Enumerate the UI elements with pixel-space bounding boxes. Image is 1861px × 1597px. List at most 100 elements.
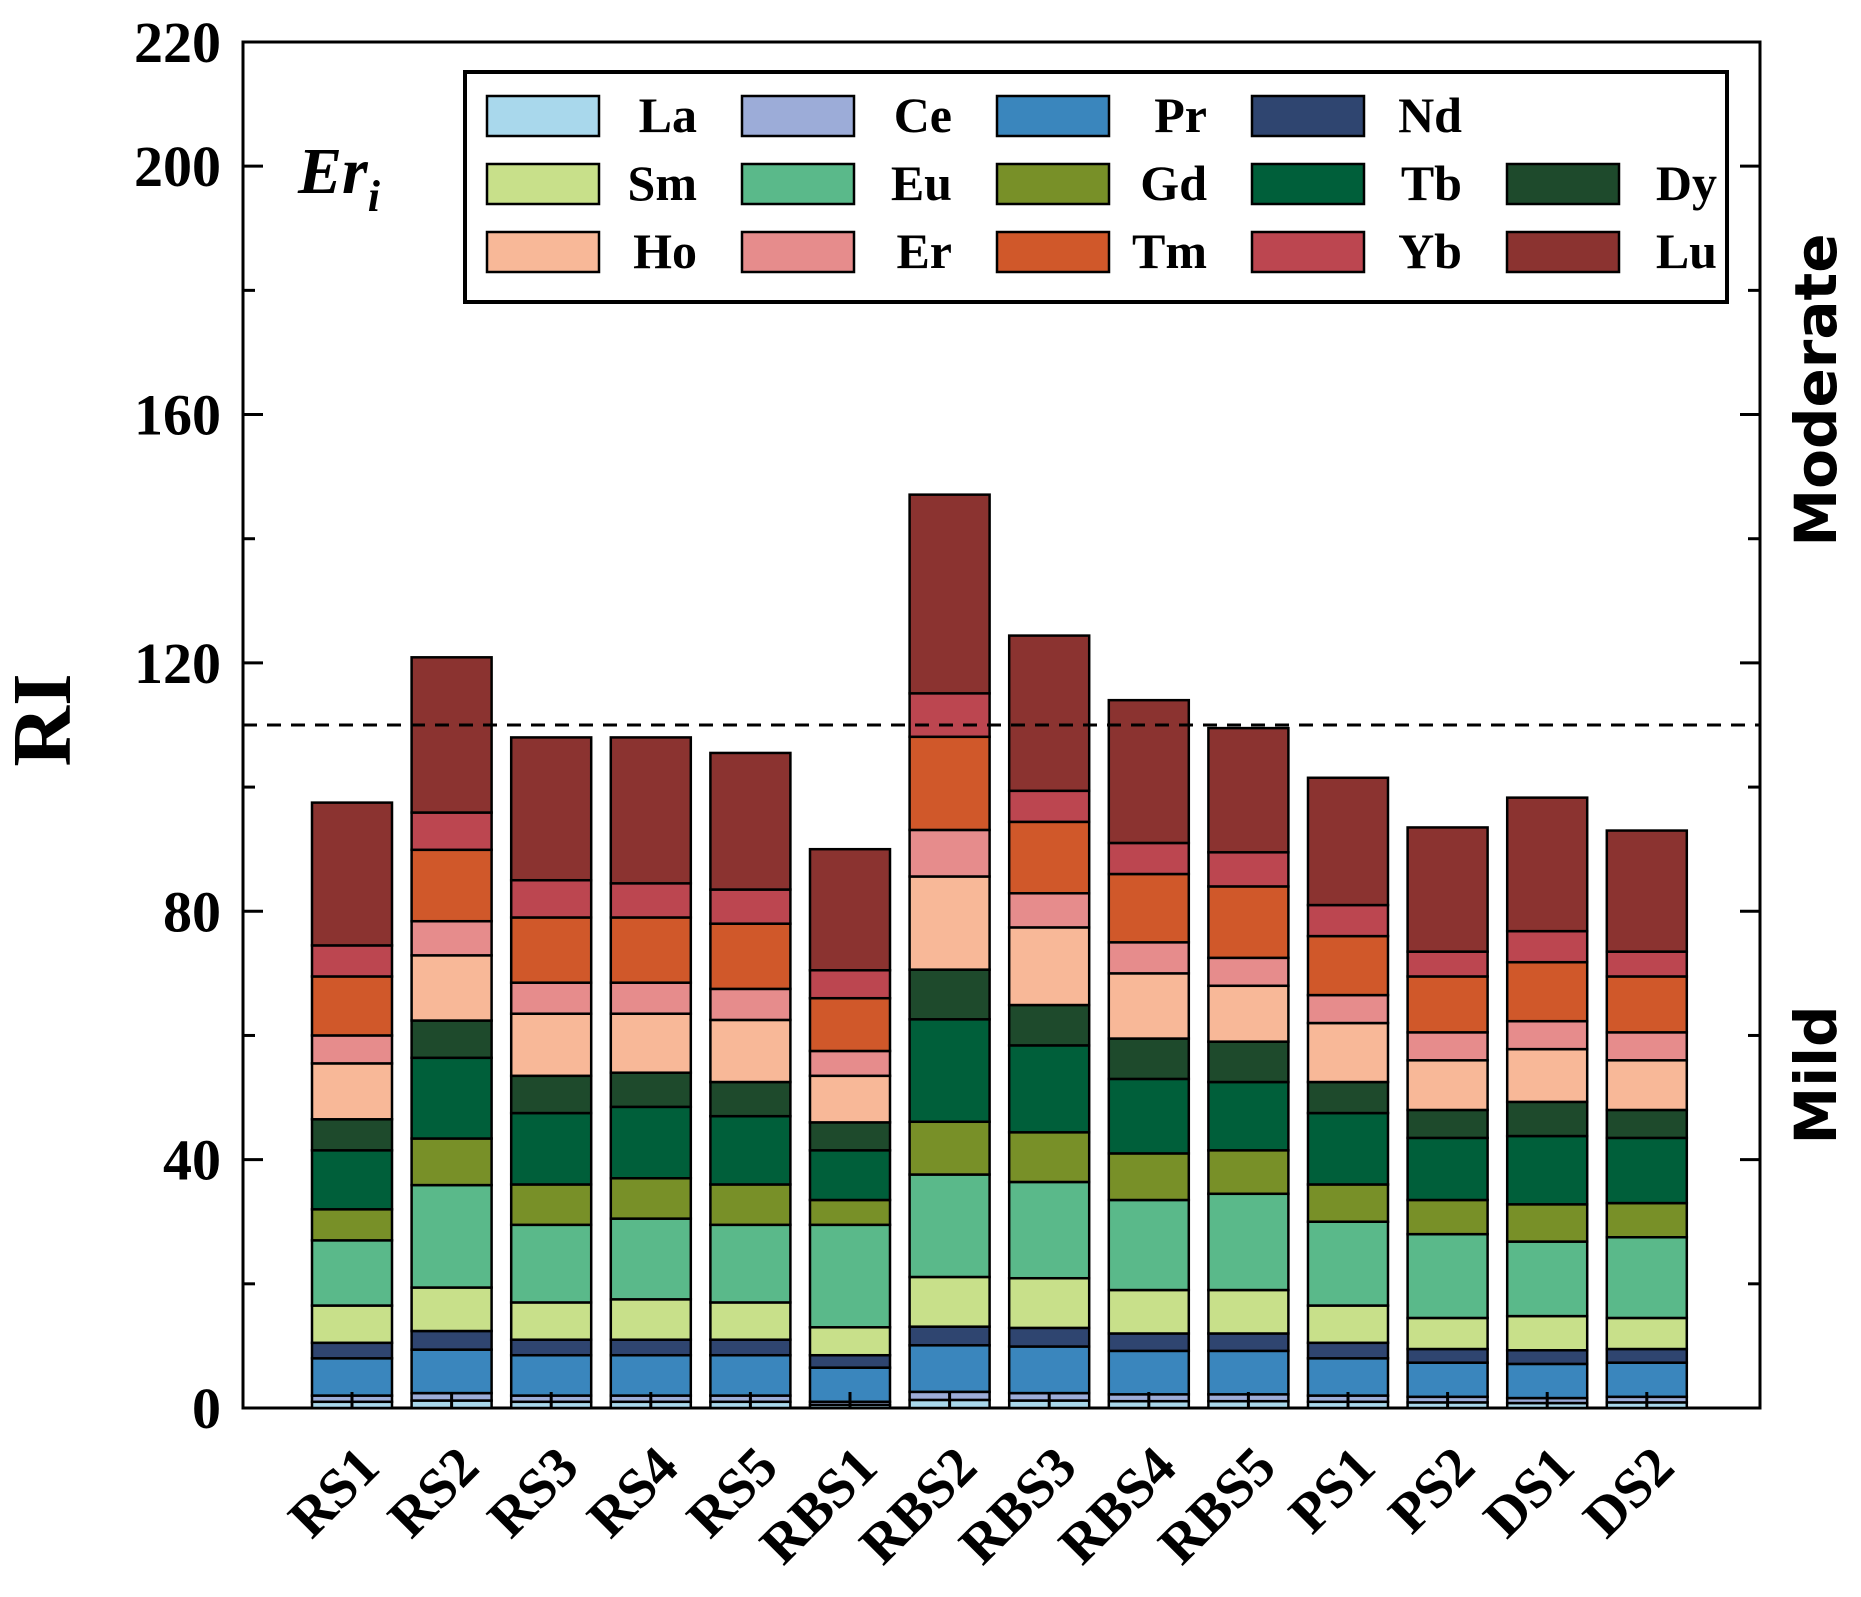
bar-segment-pr [1207,1349,1290,1396]
bar-segment-pr [310,1357,394,1397]
region-label-moderate: Moderate [1782,233,1850,546]
bar-rbs1 [808,847,892,1410]
bar-segment-tm [908,735,991,832]
bar-segment-lu [609,736,693,885]
legend-label: La [639,87,697,143]
bar-segment-nd [1605,1347,1689,1364]
panel-label-subscript: i [368,172,381,221]
legend-entry-tb: Tb [1250,155,1462,211]
bar-segment-eu [609,1217,693,1301]
legend-swatch [740,94,856,138]
legend-swatch [485,162,601,206]
bar-segment-dy [908,968,991,1021]
legend-swatch [485,230,601,274]
legend-swatch [1250,162,1366,206]
bar-segment-nd [1007,1326,1091,1348]
bar-segment-tm [808,996,892,1053]
bar-segment-ho [709,1018,792,1084]
bar-segment-er [808,1049,892,1078]
bar-segment-pr [1306,1357,1390,1397]
bar-segment-lu [908,493,991,695]
bar-segment-sm [1306,1304,1390,1345]
bar-segment-eu [1406,1232,1489,1320]
bar-ps2 [1406,826,1489,1410]
bar-segment-gd [1306,1183,1390,1223]
legend-label: Lu [1656,223,1717,279]
bar-segment-ho [310,1062,394,1121]
bar-segment-nd [908,1325,991,1347]
bar-segment-ho [1207,984,1290,1043]
bar-rs1 [310,801,394,1410]
bar-segment-er [1406,1031,1489,1062]
bar-rs2 [410,656,493,1410]
bar-segment-yb [808,969,892,1000]
bar-segment-gd [1406,1198,1489,1236]
region-label-mild: Mild [1782,1006,1850,1145]
bar-segment-eu [1605,1236,1689,1320]
legend-swatch [995,230,1111,274]
bar-segment-er [1007,892,1091,929]
bar-segment-tb [1107,1077,1191,1155]
bar-segment-eu [709,1223,792,1304]
bar-segment-dy [609,1071,693,1109]
legend-swatch [1505,162,1621,206]
bar-rbs5 [1207,726,1290,1410]
bar-segment-gd [1505,1203,1589,1243]
legend-swatch [1250,94,1366,138]
bar-segment-gd [1207,1149,1290,1196]
legend-entry-ce: Ce [740,87,952,143]
bar-segment-dy [310,1118,394,1152]
bar-segment-tm [1406,975,1489,1034]
bar-segment-sm [709,1301,792,1341]
bar-segment-eu [808,1223,892,1329]
bar-segment-lu [1406,826,1489,953]
bar-segment-sm [509,1301,593,1341]
bar-segment-tm [1306,934,1390,997]
bar-segment-ho [410,954,493,1022]
bar-ds1 [1505,796,1589,1410]
bar-segment-tm [509,916,593,984]
legend-label: Pr [1154,87,1207,143]
bar-segment-yb [1306,903,1390,938]
bar-segment-eu [1306,1220,1390,1307]
bar-segment-tb [1306,1111,1390,1186]
legend-entry-dy: Dy [1505,155,1717,211]
bar-segment-sm [1207,1288,1290,1335]
bar-ps1 [1306,776,1390,1410]
bar-segment-tb [908,1018,991,1124]
legend-label: Sm [628,155,697,211]
x-tick-label: DS2 [1572,1435,1686,1549]
bar-segment-eu [1107,1198,1191,1292]
bar-segment-pr [1007,1345,1091,1395]
x-tick-label: PS1 [1277,1435,1387,1545]
x-tick-label: RBS1 [749,1435,890,1576]
bar-segment-dy [1505,1100,1589,1138]
bar-segment-tb [808,1149,892,1202]
bar-segment-eu [410,1183,493,1289]
bar-segment-lu [709,751,792,891]
bar-segment-ho [1605,1059,1689,1112]
bar-segment-yb [410,811,493,852]
bar-segment-nd [1207,1332,1290,1353]
bar-segment-tm [1007,820,1091,895]
legend-label: Yb [1398,223,1462,279]
bar-segment-sm [410,1286,493,1333]
legend-entry-pr: Pr [995,87,1207,143]
x-tick-label: RS4 [576,1435,690,1549]
bar-segment-sm [609,1298,693,1341]
legend-entry-ho: Ho [485,223,697,279]
bar-segment-gd [908,1120,991,1176]
bar-segment-pr [1605,1361,1689,1399]
bar-segment-gd [1605,1201,1689,1239]
bar-segment-yb [709,888,792,925]
bar-segment-er [1605,1031,1689,1062]
bar-segment-tm [1505,960,1589,1023]
legend-entry-nd: Nd [1250,87,1462,143]
x-tick-label: DS1 [1472,1435,1586,1549]
bar-segment-dy [808,1121,892,1152]
y-tick-label: 200 [134,134,221,199]
bar-segment-er [1306,993,1390,1025]
legend-swatch [1250,230,1366,274]
bar-segment-nd [310,1341,394,1360]
bar-segment-lu [410,656,493,814]
